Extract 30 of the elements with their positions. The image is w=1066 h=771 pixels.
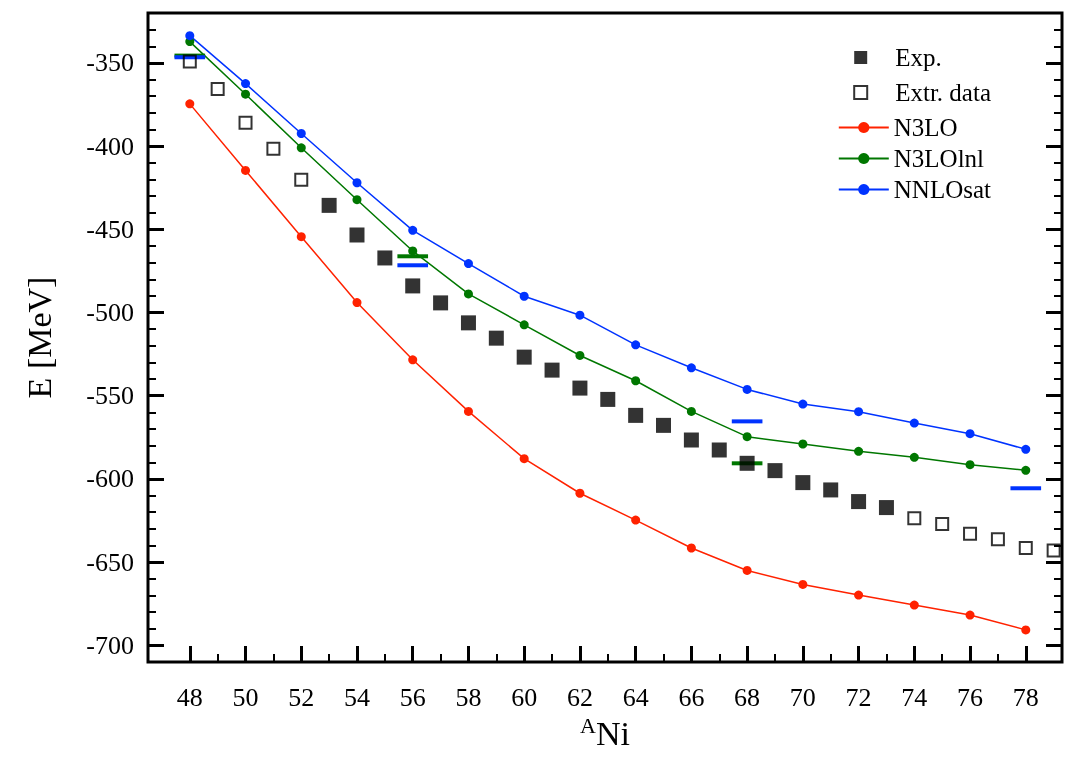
legend-label: Extr. data bbox=[895, 79, 992, 106]
legend-label: N3LO bbox=[893, 114, 958, 141]
x-tick-label: 76 bbox=[957, 682, 984, 712]
y-tick-label: -650 bbox=[86, 547, 134, 577]
y-tick-label: -450 bbox=[86, 214, 134, 244]
y-tick-label: -400 bbox=[86, 131, 134, 161]
y-tick-label: -350 bbox=[86, 48, 134, 78]
x-tick-label: 78 bbox=[1012, 682, 1039, 712]
y-axis-title: E [MeV] bbox=[20, 276, 58, 399]
legend-label: NNLOsat bbox=[893, 176, 992, 203]
legend-label: N3LOlnl bbox=[893, 145, 985, 172]
y-tick-label: -500 bbox=[86, 298, 134, 328]
y-tick-label: -600 bbox=[86, 464, 134, 494]
x-tick-label: 66 bbox=[678, 682, 705, 712]
x-tick-label: 56 bbox=[399, 682, 426, 712]
x-tick-label: 62 bbox=[566, 682, 593, 712]
x-tick-label: 48 bbox=[176, 682, 203, 712]
legend-label: Exp. bbox=[895, 44, 942, 71]
x-tick-label: 74 bbox=[901, 682, 928, 712]
x-tick-label: 70 bbox=[789, 682, 816, 712]
y-tick-label: -550 bbox=[86, 381, 134, 411]
x-tick-label: 72 bbox=[845, 682, 872, 712]
x-tick-label: 58 bbox=[455, 682, 482, 712]
x-tick-label: 52 bbox=[288, 682, 315, 712]
x-tick-label: 50 bbox=[232, 682, 259, 712]
x-tick-label: 60 bbox=[511, 682, 538, 712]
x-tick-label: 64 bbox=[622, 682, 649, 712]
x-tick-label: 68 bbox=[734, 682, 761, 712]
y-tick-label: -700 bbox=[86, 630, 134, 660]
x-tick-label: 54 bbox=[343, 682, 370, 712]
